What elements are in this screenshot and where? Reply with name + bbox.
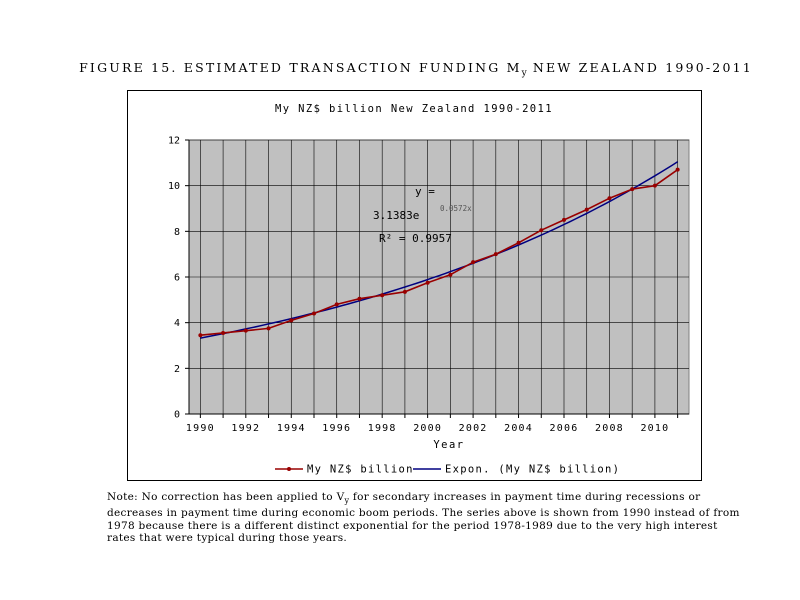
equation-exponent: 0.0572x	[440, 204, 472, 213]
legend-label-my-nz: My NZ$ billion	[307, 464, 414, 476]
footnote: Note: No correction has been applied to …	[107, 491, 747, 544]
y-tick-label: 6	[174, 273, 180, 284]
equation-base: 3.1383e	[373, 209, 419, 222]
data-point	[402, 289, 407, 294]
x-tick-label: 1992	[231, 423, 260, 434]
x-tick-label: 2006	[550, 423, 579, 434]
y-tick-label: 0	[174, 410, 180, 421]
data-point	[607, 196, 612, 201]
data-point	[471, 260, 476, 265]
legend-marker-my-nz	[287, 467, 291, 471]
figure-title-subscript: y	[521, 68, 527, 79]
r-squared-label: R² = 0.9957	[379, 232, 452, 245]
y-tick-label: 10	[168, 181, 180, 192]
footnote-subscript: y	[344, 496, 350, 506]
data-point	[198, 333, 203, 338]
data-point	[493, 252, 498, 257]
y-tick-label: 2	[174, 364, 180, 375]
footnote-prefix: Note: No correction has been applied to …	[107, 491, 345, 503]
x-tick-label: 1996	[322, 423, 351, 434]
x-tick-label: 2000	[413, 423, 442, 434]
series-line-my-nz	[200, 169, 679, 336]
data-point	[652, 183, 657, 188]
data-point	[584, 207, 589, 212]
y-tick-label: 12	[168, 136, 180, 147]
chart-svg: My NZ$ billion New Zealand 1990-2011 0 2 4 6…	[168, 103, 690, 476]
chart-title: My NZ$ billion New Zealand 1990-2011	[275, 103, 553, 115]
x-tick-label: 1990	[186, 423, 215, 434]
x-tick-label: 2004	[504, 423, 533, 434]
x-tick-label: 2010	[640, 423, 669, 434]
legend-label-expon: Expon. (My NZ$ billion)	[445, 464, 620, 476]
data-point	[380, 293, 385, 298]
x-tick-label: 1998	[368, 423, 397, 434]
data-point	[334, 302, 339, 307]
data-point	[357, 296, 362, 301]
x-tick-label: 2002	[459, 423, 488, 434]
data-point	[266, 326, 271, 331]
data-point	[630, 187, 635, 192]
data-point	[243, 328, 248, 333]
trendline-expon	[200, 161, 679, 339]
y-tick-label: 4	[174, 318, 180, 329]
x-axis-title: Year	[433, 439, 464, 451]
data-point	[448, 272, 453, 277]
data-point	[312, 311, 316, 316]
equation-line1: y =	[415, 185, 435, 198]
x-tick-label: 1994	[277, 423, 306, 434]
chart-frame: My NZ$ billion New Zealand 1990-2011 0 2 4 6…	[127, 90, 702, 481]
footnote-rest: for secondary increases in payment time …	[107, 491, 740, 544]
data-point	[289, 318, 294, 323]
data-point	[425, 280, 430, 285]
data-point	[675, 167, 680, 172]
figure-title-rest: NEW ZEALAND 1990-2011	[526, 60, 753, 75]
y-tick-label: 8	[174, 227, 180, 238]
figure-title-main: FIGURE 15. ESTIMATED TRANSACTION FUNDING…	[79, 60, 522, 75]
figure-title: FIGURE 15. ESTIMATED TRANSACTION FUNDING…	[0, 60, 800, 79]
data-point	[221, 330, 226, 335]
data-point	[562, 217, 566, 222]
data-point	[539, 228, 544, 233]
data-point	[516, 240, 521, 245]
x-tick-label: 2008	[595, 423, 624, 434]
